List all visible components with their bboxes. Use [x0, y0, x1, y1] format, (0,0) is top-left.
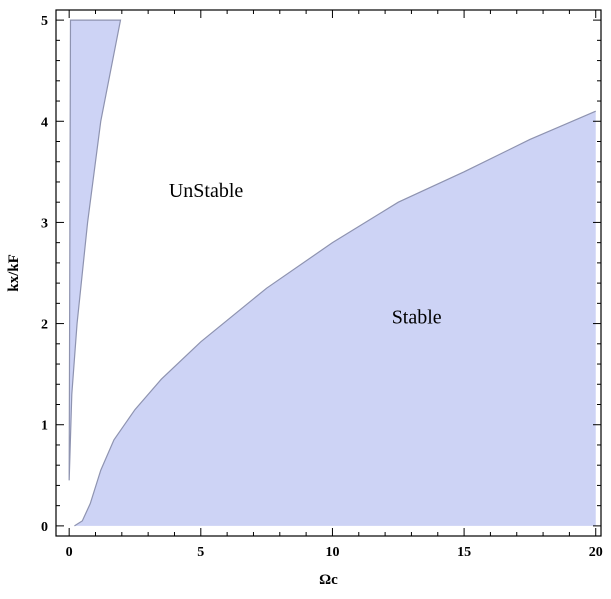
y-tick-label: 5	[41, 14, 48, 29]
y-axis-label: kx/kF	[6, 254, 22, 292]
axis-ticks	[56, 10, 601, 536]
y-tick-label: 2	[41, 318, 48, 333]
stable-boundary-curve	[74, 110, 596, 527]
x-tick-label: 10	[325, 545, 339, 560]
regions	[68, 19, 596, 527]
tick-labels: 0 5 10 15 20 0 1 2 3 4 5	[41, 14, 603, 560]
x-axis-label: Ωc	[319, 572, 338, 588]
x-tick-label: 20	[589, 545, 603, 560]
y-tick-label: 4	[41, 115, 48, 130]
x-tick-label: 0	[66, 545, 73, 560]
y-tick-label: 1	[41, 419, 48, 434]
y-tick-label: 3	[41, 216, 48, 231]
y-tick-label: 0	[41, 520, 48, 535]
x-tick-label: 5	[197, 545, 204, 560]
x-tick-label: 15	[457, 545, 471, 560]
stable-region	[74, 111, 596, 526]
region-label-unstable: UnStable	[169, 180, 244, 202]
plot-frame	[55, 9, 602, 537]
region-label-stable: Stable	[392, 307, 442, 329]
upper-left-stable-region	[68, 19, 122, 481]
region-annotations: UnStable Stable	[169, 180, 442, 328]
